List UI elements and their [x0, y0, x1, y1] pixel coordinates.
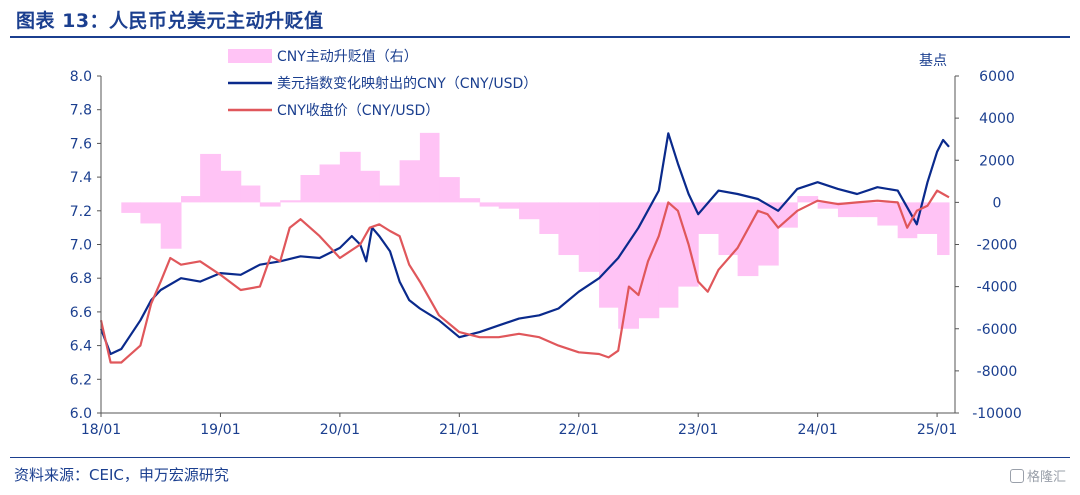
area-bar [220, 170, 242, 203]
x-tick-label: 23/01 [678, 422, 718, 438]
area-bar [379, 185, 401, 203]
area-bar [698, 202, 720, 234]
dxy-implied-cny-line [99, 132, 950, 356]
area-bar [857, 202, 878, 218]
y-right-tick-label: -6000 [977, 322, 1018, 338]
legend-label: CNY收盘价（CNY/USD） [277, 102, 439, 119]
legend-label: CNY主动升贬值（右） [277, 49, 418, 65]
y-left-tick-label: 7.2 [70, 204, 92, 220]
area-bar [200, 153, 221, 203]
area-bar [718, 202, 739, 256]
y-right-tick-label: 4000 [979, 111, 1015, 127]
area-bar [797, 196, 819, 203]
area-bar [339, 151, 361, 203]
area-bar [240, 185, 261, 203]
area-bar [658, 202, 679, 308]
area-bar [877, 202, 899, 226]
area-bar [140, 202, 162, 224]
y-left-tick-label: 6.8 [70, 271, 92, 287]
watermark-text: 格隆汇 [1026, 470, 1066, 485]
y-left-tick-label: 6.0 [70, 406, 92, 422]
x-tick-label: 24/01 [797, 422, 837, 438]
y-left-tick-label: 6.2 [70, 372, 92, 388]
y-right-tick-label: 0 [993, 195, 1002, 211]
area-bar [916, 202, 938, 234]
y-right-tick-label: 2000 [979, 153, 1015, 169]
area-bar [399, 160, 421, 203]
area-bar [300, 174, 321, 203]
area-bar [897, 202, 918, 239]
y-right-tick-label: -10000 [972, 406, 1022, 422]
area-bar [280, 200, 301, 203]
x-tick-label: 25/01 [917, 422, 957, 438]
watermark-logo-icon [1009, 469, 1024, 483]
watermark: 格隆汇 [1009, 466, 1066, 485]
chart: 6.0 6.2 6.4 6.6 6.8 7.0 7.2 7.4 7.6 7.8 8.0 -10000 -… [70, 49, 1022, 438]
area-bar [817, 202, 839, 209]
active-appreciation-area-layer [121, 132, 950, 329]
area-bar [160, 202, 182, 249]
x-tick-label: 20/01 [320, 422, 360, 438]
x-tick-label: 21/01 [439, 422, 479, 438]
area-bar [121, 202, 141, 213]
area-bar [360, 170, 380, 203]
area-bar [757, 202, 779, 266]
y-right-tick-label: 6000 [979, 69, 1015, 85]
area-bar [419, 132, 440, 203]
y-right-axis-label: 基点 [919, 52, 947, 69]
area-bar [519, 202, 540, 220]
y-right-tick-label: -4000 [977, 280, 1018, 296]
y-left-tick-label: 6.4 [70, 339, 92, 355]
area-bar [319, 164, 341, 203]
area-bar [459, 198, 481, 203]
legend-label: 美元指数变化映射出的CNY（CNY/USD） [277, 76, 537, 92]
area-bar [778, 202, 798, 228]
area-bar [498, 202, 520, 209]
area-bar [578, 202, 600, 272]
y-right-tick-label: -2000 [977, 238, 1018, 254]
area-bar [181, 196, 201, 203]
x-tick-label: 19/01 [200, 422, 240, 438]
area-bar [259, 202, 281, 207]
y-left-tick-label: 7.8 [70, 103, 92, 119]
y-left-tick-label: 7.6 [70, 136, 92, 152]
y-right-tick-label: -8000 [977, 364, 1018, 380]
y-left-tick-label: 6.6 [70, 305, 92, 321]
area-bar [937, 202, 950, 256]
y-left-tick-label: 7.4 [70, 170, 92, 186]
title-underline [10, 36, 1070, 38]
x-tick-label: 18/01 [81, 422, 121, 438]
cny-close-line [99, 189, 950, 364]
axes-layer: 6.0 6.2 6.4 6.6 6.8 7.0 7.2 7.4 7.6 7.8 8.0 -10000 -… [70, 69, 1022, 438]
area-bar [439, 177, 460, 203]
area-bar [479, 202, 500, 207]
chart-title: 图表 13：人民币兑美元主动升贬值 [16, 10, 324, 32]
y-left-tick-label: 7.0 [70, 238, 92, 254]
footer-rule [10, 457, 1070, 458]
area-bar [618, 202, 639, 329]
area-bar [837, 202, 858, 218]
area-bar [539, 202, 559, 234]
source-note: 资料来源：CEIC，申万宏源研究 [14, 466, 229, 484]
area-bar [599, 202, 619, 308]
area-bar [558, 202, 580, 256]
lines-layer [99, 132, 950, 364]
legend: CNY主动升贬值（右） 美元指数变化映射出的CNY（CNY/USD） CNY收盘价（… [228, 49, 537, 119]
y-left-tick-label: 8.0 [70, 69, 92, 85]
legend-swatch-area [228, 49, 272, 63]
x-tick-label: 22/01 [559, 422, 599, 438]
